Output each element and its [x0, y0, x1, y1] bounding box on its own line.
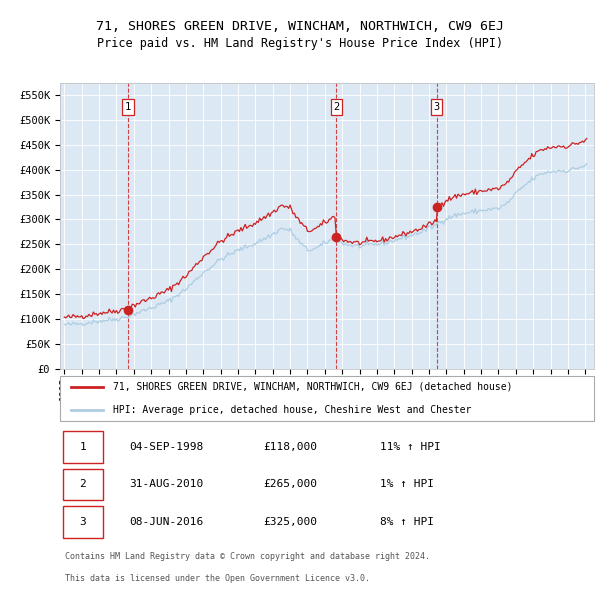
Text: 3: 3 — [79, 517, 86, 527]
Text: 11% ↑ HPI: 11% ↑ HPI — [380, 442, 441, 452]
Text: Price paid vs. HM Land Registry's House Price Index (HPI): Price paid vs. HM Land Registry's House … — [97, 37, 503, 50]
Text: 1: 1 — [125, 102, 131, 112]
Text: 8% ↑ HPI: 8% ↑ HPI — [380, 517, 434, 527]
FancyBboxPatch shape — [60, 376, 594, 421]
Text: 1: 1 — [79, 442, 86, 452]
FancyBboxPatch shape — [62, 431, 103, 463]
Text: £325,000: £325,000 — [263, 517, 317, 527]
Text: This data is licensed under the Open Government Licence v3.0.: This data is licensed under the Open Gov… — [65, 575, 370, 584]
FancyBboxPatch shape — [62, 506, 103, 537]
Text: 31-AUG-2010: 31-AUG-2010 — [130, 480, 203, 489]
Text: £265,000: £265,000 — [263, 480, 317, 489]
FancyBboxPatch shape — [62, 468, 103, 500]
Text: 71, SHORES GREEN DRIVE, WINCHAM, NORTHWICH, CW9 6EJ: 71, SHORES GREEN DRIVE, WINCHAM, NORTHWI… — [96, 20, 504, 33]
Text: 2: 2 — [79, 480, 86, 489]
Text: 04-SEP-1998: 04-SEP-1998 — [130, 442, 203, 452]
Text: 3: 3 — [434, 102, 440, 112]
Text: Contains HM Land Registry data © Crown copyright and database right 2024.: Contains HM Land Registry data © Crown c… — [65, 552, 430, 561]
Text: £118,000: £118,000 — [263, 442, 317, 452]
Text: 71, SHORES GREEN DRIVE, WINCHAM, NORTHWICH, CW9 6EJ (detached house): 71, SHORES GREEN DRIVE, WINCHAM, NORTHWI… — [113, 382, 513, 392]
Text: 2: 2 — [333, 102, 340, 112]
Text: HPI: Average price, detached house, Cheshire West and Chester: HPI: Average price, detached house, Ches… — [113, 405, 472, 415]
Text: 08-JUN-2016: 08-JUN-2016 — [130, 517, 203, 527]
Text: 1% ↑ HPI: 1% ↑ HPI — [380, 480, 434, 489]
